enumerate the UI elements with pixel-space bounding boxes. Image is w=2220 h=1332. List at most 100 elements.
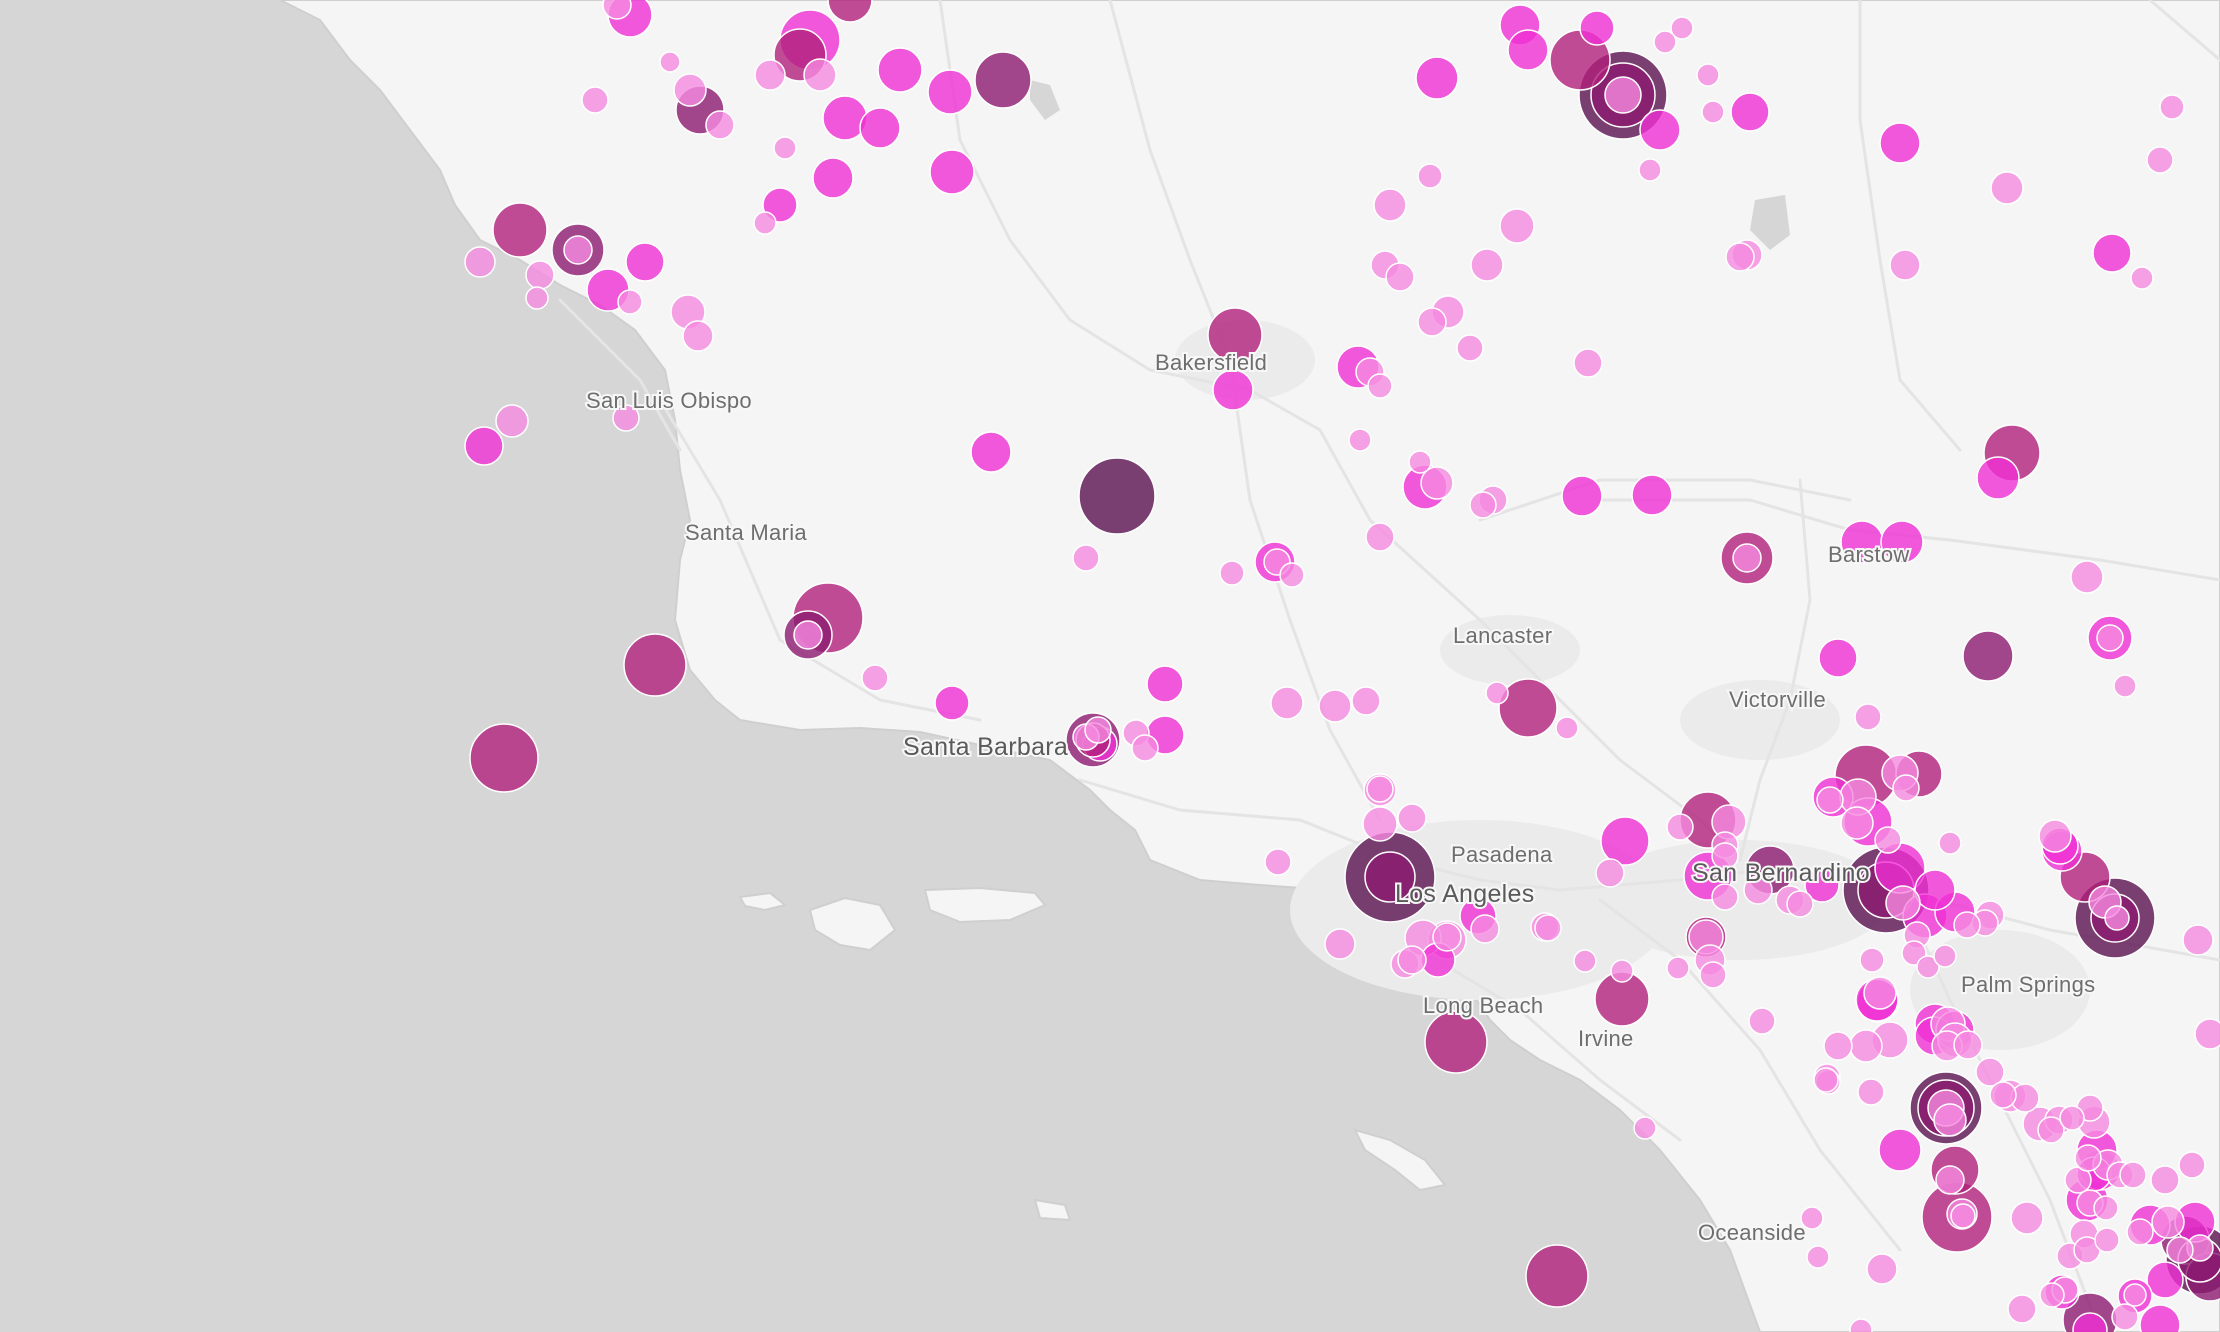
earthquake-marker[interactable]	[1318, 689, 1352, 723]
earthquake-marker[interactable]	[2059, 1105, 2085, 1131]
earthquake-marker[interactable]	[2119, 1161, 2147, 1189]
earthquake-marker[interactable]	[2146, 146, 2174, 174]
earthquake-marker[interactable]	[1639, 109, 1681, 151]
earthquake-marker[interactable]	[929, 149, 975, 195]
earthquake-marker[interactable]	[1933, 944, 1957, 968]
earthquake-marker[interactable]	[1892, 774, 1920, 802]
earthquake-marker[interactable]	[1219, 560, 1245, 586]
earthquake-marker[interactable]	[581, 86, 609, 114]
earthquake-marker[interactable]	[2159, 94, 2185, 120]
earthquake-marker[interactable]	[1417, 307, 1447, 337]
earthquake-marker[interactable]	[1604, 76, 1642, 114]
earthquake-marker[interactable]	[1364, 851, 1416, 903]
earthquake-marker[interactable]	[1424, 1010, 1488, 1074]
earthquake-marker[interactable]	[492, 202, 548, 258]
earthquake-marker[interactable]	[1666, 956, 1690, 980]
earthquake-marker[interactable]	[2150, 1165, 2180, 1195]
earthquake-marker[interactable]	[1270, 686, 1304, 720]
earthquake-marker[interactable]	[1078, 457, 1156, 535]
earthquake-marker[interactable]	[2146, 1261, 2184, 1299]
earthquake-marker[interactable]	[1638, 158, 1662, 182]
earthquake-marker[interactable]	[1840, 806, 1874, 840]
earthquake-marker[interactable]	[1859, 947, 1885, 973]
earthquake-marker[interactable]	[1816, 786, 1844, 814]
earthquake-marker[interactable]	[1365, 522, 1395, 552]
earthquake-marker[interactable]	[1823, 1031, 1853, 1061]
earthquake-marker[interactable]	[1863, 976, 1897, 1010]
earthquake-marker[interactable]	[1485, 681, 1509, 705]
earthquake-marker[interactable]	[2092, 233, 2132, 273]
earthquake-marker[interactable]	[754, 59, 786, 91]
earthquake-marker[interactable]	[495, 404, 529, 438]
earthquake-marker[interactable]	[1666, 813, 1694, 841]
earthquake-marker[interactable]	[1711, 842, 1739, 870]
earthquake-marker[interactable]	[1950, 1203, 1976, 1229]
earthquake-marker[interactable]	[1072, 544, 1100, 572]
earthquake-marker[interactable]	[2072, 1312, 2108, 1332]
earthquake-marker[interactable]	[1131, 734, 1159, 762]
earthquake-marker[interactable]	[682, 320, 714, 352]
earthquake-marker[interactable]	[673, 73, 707, 107]
earthquake-marker[interactable]	[1525, 1244, 1589, 1308]
earthquake-marker[interactable]	[1212, 369, 1254, 411]
earthquake-marker[interactable]	[2139, 1304, 2181, 1332]
earthquake-marker[interactable]	[1499, 208, 1535, 244]
earthquake-marker[interactable]	[1366, 775, 1394, 803]
earthquake-marker[interactable]	[1743, 875, 1773, 905]
earthquake-marker[interactable]	[1696, 63, 1720, 87]
earthquake-marker[interactable]	[2074, 1144, 2102, 1172]
earthquake-marker[interactable]	[1806, 1245, 1830, 1269]
earthquake-marker[interactable]	[525, 260, 555, 290]
earthquake-marker[interactable]	[1711, 883, 1739, 911]
earthquake-marker[interactable]	[1849, 1318, 1873, 1332]
earthquake-marker[interactable]	[1857, 1078, 1885, 1106]
earthquake-marker[interactable]	[1470, 914, 1500, 944]
earthquake-marker[interactable]	[1990, 171, 2024, 205]
earthquake-marker[interactable]	[861, 664, 889, 692]
earthquake-marker[interactable]	[2178, 1151, 2206, 1179]
earthquake-marker[interactable]	[2194, 1018, 2220, 1050]
earthquake-marker[interactable]	[1324, 928, 1356, 960]
earthquake-marker[interactable]	[612, 404, 640, 432]
earthquake-marker[interactable]	[1880, 520, 1924, 564]
earthquake-marker[interactable]	[1874, 826, 1902, 854]
earthquake-marker[interactable]	[659, 51, 681, 73]
earthquake-marker[interactable]	[2126, 1218, 2154, 1246]
earthquake-marker[interactable]	[1573, 348, 1603, 378]
earthquake-marker[interactable]	[1889, 249, 1921, 281]
earthquake-marker[interactable]	[1373, 188, 1407, 222]
earthquake-marker[interactable]	[1933, 1103, 1967, 1137]
earthquake-marker[interactable]	[625, 242, 665, 282]
earthquake-marker[interactable]	[970, 431, 1012, 473]
earthquake-marker[interactable]	[2123, 1283, 2147, 1307]
earthquake-marker[interactable]	[1408, 450, 1432, 474]
earthquake-marker[interactable]	[1420, 466, 1454, 500]
earthquake-marker[interactable]	[1555, 716, 1579, 740]
earthquake-marker[interactable]	[2151, 1205, 2185, 1239]
earthquake-marker[interactable]	[1699, 961, 1727, 989]
earthquake-marker[interactable]	[1701, 100, 1725, 124]
earthquake-marker[interactable]	[1916, 955, 1940, 979]
earthquake-marker[interactable]	[1818, 638, 1858, 678]
earthquake-marker[interactable]	[1849, 1029, 1883, 1063]
earthquake-marker[interactable]	[1866, 1253, 1898, 1285]
earthquake-marker[interactable]	[2094, 1227, 2120, 1253]
earthquake-marker[interactable]	[1730, 92, 1770, 132]
earthquake-marker[interactable]	[1385, 262, 1415, 292]
earthquake-marker[interactable]	[2038, 819, 2072, 853]
earthquake-marker[interactable]	[1367, 373, 1393, 399]
earthquake-marker[interactable]	[2166, 1236, 2194, 1264]
earthquake-marker[interactable]	[1813, 1067, 1839, 1093]
earthquake-marker[interactable]	[1348, 428, 1372, 452]
earthquake-marker[interactable]	[877, 47, 923, 93]
earthquake-marker[interactable]	[1469, 491, 1497, 519]
earthquake-marker[interactable]	[2037, 1116, 2065, 1144]
earthquake-marker[interactable]	[1595, 858, 1625, 888]
earthquake-marker[interactable]	[1397, 803, 1427, 833]
earthquake-marker[interactable]	[469, 723, 539, 793]
earthquake-marker[interactable]	[1962, 630, 2014, 682]
earthquake-marker[interactable]	[1653, 30, 1677, 54]
earthquake-marker[interactable]	[1207, 307, 1263, 363]
earthquake-marker[interactable]	[1800, 1206, 1824, 1230]
earthquake-marker[interactable]	[1146, 665, 1184, 703]
